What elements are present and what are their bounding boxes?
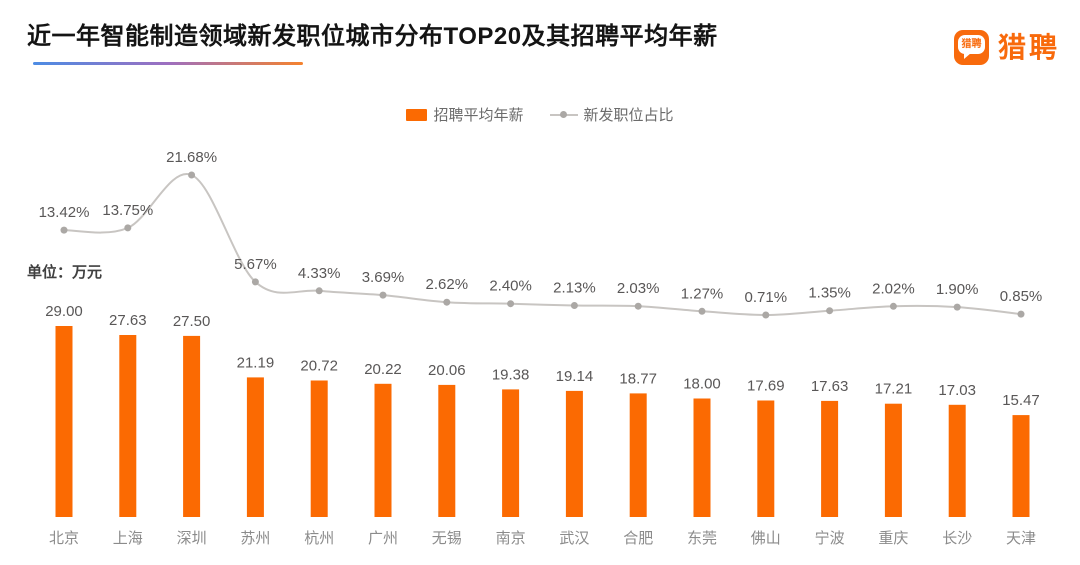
bar-value-label: 18.77 bbox=[619, 370, 657, 387]
liepin-logo-icon: 猎聘 bbox=[954, 30, 989, 65]
trend-point-label: 13.75% bbox=[102, 202, 153, 219]
trend-point-label: 2.03% bbox=[617, 280, 660, 297]
bar-value-label: 20.22 bbox=[364, 361, 402, 378]
bar-value-label: 17.21 bbox=[875, 381, 913, 398]
trend-point bbox=[379, 291, 387, 299]
trend-point bbox=[698, 307, 706, 315]
speech-bubble-icon: 猎聘 bbox=[958, 35, 985, 59]
city-axis-label: 宁波 bbox=[815, 530, 845, 547]
trend-point bbox=[762, 311, 770, 319]
salary-bar bbox=[821, 400, 839, 517]
trend-point-label: 5.67% bbox=[234, 256, 277, 273]
salary-bar bbox=[502, 389, 520, 517]
bar-value-label: 19.14 bbox=[556, 368, 594, 385]
salary-bar bbox=[310, 380, 328, 517]
trend-point-label: 0.71% bbox=[745, 289, 788, 306]
city-axis-label: 天津 bbox=[1006, 530, 1036, 547]
salary-bar bbox=[948, 404, 966, 517]
bar-value-label: 15.47 bbox=[1002, 392, 1040, 409]
city-axis-label: 重庆 bbox=[878, 530, 908, 547]
chart-legend: 招聘平均年薪 新发职位占比 bbox=[0, 104, 1080, 125]
title-underline bbox=[33, 62, 303, 65]
unit-label: 单位：万元 bbox=[27, 264, 103, 281]
city-axis-label: 杭州 bbox=[304, 530, 334, 547]
liepin-logo-text: 猎聘 bbox=[998, 31, 1061, 63]
salary-bar bbox=[438, 384, 456, 517]
line-legend-swatch bbox=[549, 111, 578, 118]
city-axis-label: 佛山 bbox=[751, 530, 781, 547]
trend-point-label: 21.68% bbox=[166, 149, 217, 166]
trend-point bbox=[124, 224, 132, 232]
trend-point-label: 2.02% bbox=[872, 280, 915, 297]
page-title: 近一年智能制造领域新发职位城市分布TOP20及其招聘平均年薪 bbox=[27, 23, 718, 50]
city-axis-label: 无锡 bbox=[432, 530, 462, 547]
salary-bar bbox=[374, 383, 392, 517]
trend-point bbox=[826, 307, 834, 315]
city-axis-label: 武汉 bbox=[559, 530, 589, 547]
salary-bar bbox=[119, 335, 137, 517]
bar-value-label: 20.72 bbox=[300, 358, 338, 375]
trend-point-label: 1.27% bbox=[681, 285, 724, 302]
salary-bar bbox=[55, 326, 73, 517]
trend-point bbox=[634, 302, 642, 310]
salary-bar bbox=[1012, 415, 1030, 517]
legend-item-share: 新发职位占比 bbox=[549, 104, 674, 125]
line-legend-label: 新发职位占比 bbox=[583, 107, 674, 124]
bar-value-label: 21.19 bbox=[237, 354, 275, 371]
bar-value-label: 17.03 bbox=[938, 382, 976, 399]
trend-point bbox=[889, 302, 897, 310]
bar-value-label: 27.63 bbox=[109, 312, 147, 329]
line-legend-dot bbox=[559, 111, 567, 118]
bar-value-label: 20.06 bbox=[428, 362, 466, 379]
trend-point bbox=[188, 171, 196, 179]
bar-value-label: 17.69 bbox=[747, 378, 785, 395]
trend-line bbox=[63, 173, 1022, 317]
bar-value-label: 17.63 bbox=[811, 378, 849, 395]
bar-legend-swatch bbox=[406, 108, 428, 121]
trend-point-label: 1.90% bbox=[936, 281, 979, 298]
city-axis-label: 苏州 bbox=[240, 530, 270, 547]
salary-bar bbox=[183, 335, 201, 517]
trend-point bbox=[315, 287, 323, 295]
salary-bar bbox=[565, 390, 583, 517]
trend-point-label: 2.13% bbox=[553, 280, 596, 297]
salary-bar bbox=[884, 403, 902, 517]
liepin-logo: 猎聘 猎聘 bbox=[954, 30, 1060, 65]
bar-value-label: 29.00 bbox=[45, 303, 83, 320]
salary-bar bbox=[693, 398, 711, 517]
trend-point bbox=[507, 300, 515, 308]
trend-point bbox=[60, 226, 68, 234]
bar-value-label: 27.50 bbox=[173, 313, 211, 330]
trend-point-label: 1.35% bbox=[808, 285, 851, 302]
trend-point-label: 4.33% bbox=[298, 265, 341, 282]
city-axis-label: 北京 bbox=[49, 530, 79, 547]
trend-point bbox=[443, 298, 451, 306]
city-axis-label: 合肥 bbox=[623, 530, 653, 547]
city-axis-label: 广州 bbox=[368, 530, 398, 547]
bar-legend-label: 招聘平均年薪 bbox=[433, 107, 524, 124]
bar-value-label: 18.00 bbox=[683, 376, 721, 393]
trend-point bbox=[251, 278, 259, 286]
city-axis-label: 上海 bbox=[113, 530, 143, 547]
city-axis-label: 南京 bbox=[496, 530, 526, 547]
legend-item-salary: 招聘平均年薪 bbox=[406, 104, 524, 125]
bar-value-label: 19.38 bbox=[492, 366, 530, 383]
trend-point bbox=[953, 303, 961, 311]
trend-point bbox=[1017, 310, 1025, 318]
city-axis-label: 长沙 bbox=[942, 530, 972, 547]
trend-point-label: 3.69% bbox=[362, 269, 405, 286]
trend-point-label: 2.62% bbox=[426, 276, 469, 293]
trend-point-label: 0.85% bbox=[1000, 288, 1043, 305]
city-axis-label: 深圳 bbox=[177, 530, 207, 547]
salary-bar bbox=[629, 393, 647, 517]
salary-bar bbox=[757, 400, 775, 517]
trend-point-label: 2.40% bbox=[489, 278, 532, 295]
logo-bubble-text: 猎聘 bbox=[961, 38, 982, 50]
city-axis-label: 东莞 bbox=[687, 530, 717, 547]
trend-point bbox=[570, 302, 578, 309]
trend-point-label: 13.42% bbox=[39, 204, 90, 221]
salary-bar bbox=[246, 377, 264, 517]
